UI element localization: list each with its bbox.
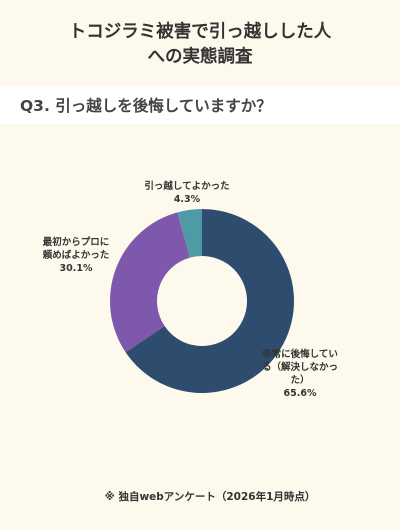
slice-label-regret-line2: る（解決しなかっ — [261, 362, 339, 373]
slice-pro — [109, 212, 190, 353]
slice-value-good: 4.3% — [173, 194, 201, 205]
chart-title: トコジラミ被害で引っ越しした人 への実態調査 — [0, 20, 400, 70]
slice-label-pro-line1: 最初からプロに — [42, 237, 110, 248]
slice-label-regret: 非常に後悔してい る（解決しなかっ た） 65.6% — [262, 348, 338, 400]
slice-label-good-line1: 引っ越してよかった — [144, 181, 230, 192]
slice-label-pro-line2: 頼めばよかった — [42, 250, 110, 261]
slice-label-pro: 最初からプロに 頼めばよかった 30.1% — [43, 236, 110, 275]
slice-good — [177, 209, 202, 258]
question-band: Q3. 引っ越しを後悔していますか？ — [0, 86, 400, 124]
slice-regret — [125, 209, 294, 393]
chart-title-line2: への実態調査 — [147, 47, 253, 67]
slice-label-good: 引っ越してよかった 4.3% — [144, 180, 229, 206]
slice-label-regret-line1: 非常に後悔してい — [262, 349, 338, 360]
question-text: Q3. 引っ越しを後悔していますか？ — [20, 97, 272, 115]
slice-label-regret-line3: た） — [290, 375, 310, 386]
chart-title-line1: トコジラミ被害で引っ越しした人 — [68, 22, 332, 42]
footnote: ※ 独自webアンケート（2026年1月時点） — [104, 491, 316, 503]
slice-value-pro: 30.1% — [59, 263, 93, 274]
slice-value-regret: 65.6% — [283, 388, 317, 399]
